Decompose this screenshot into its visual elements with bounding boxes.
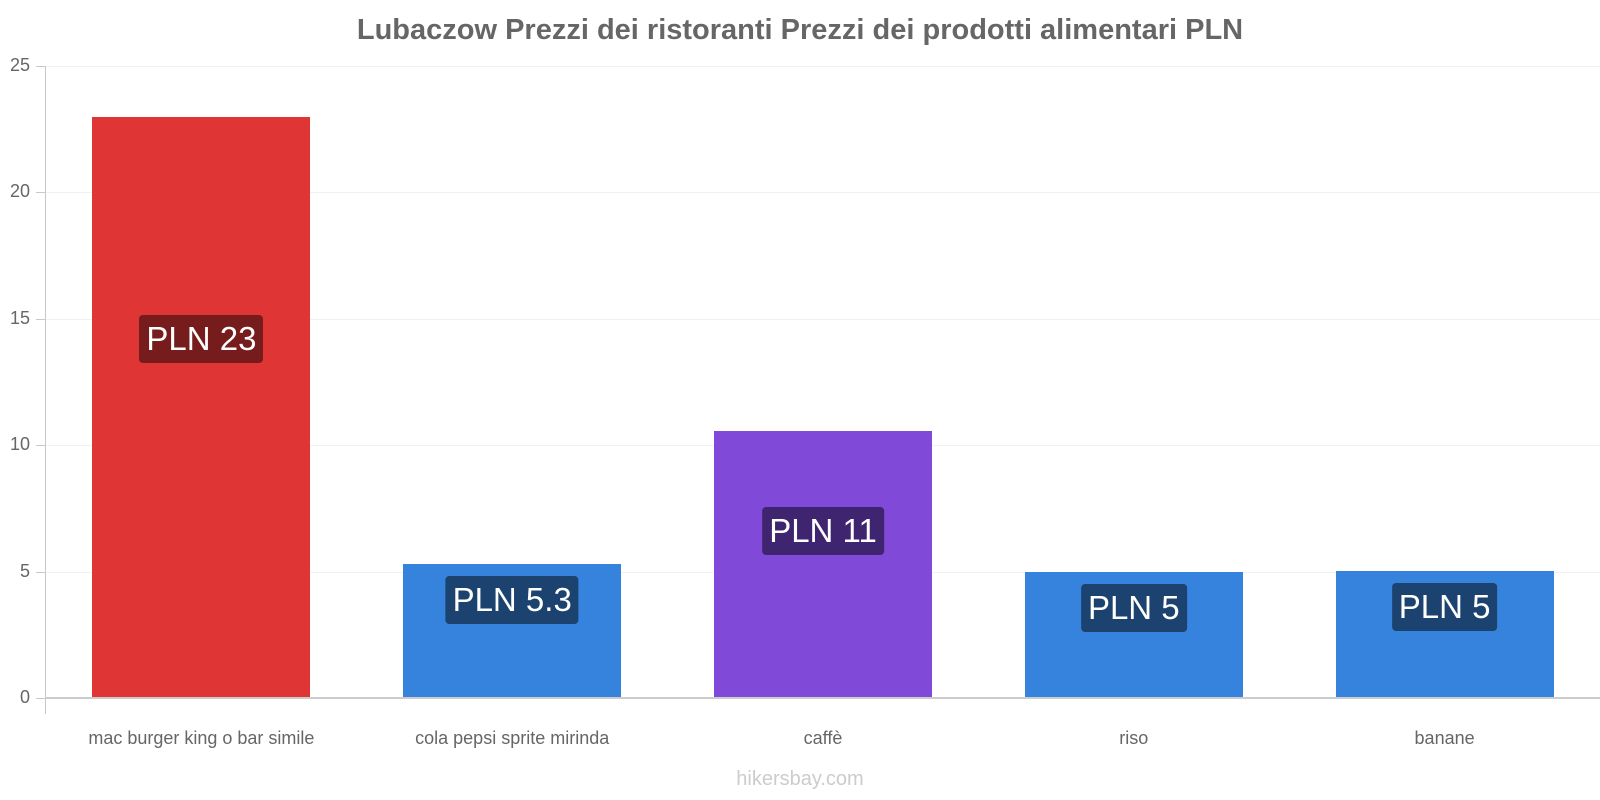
bar-value-label: PLN 5 [1080, 583, 1187, 632]
y-axis-line [45, 66, 46, 714]
bar[interactable]: PLN 11 [714, 431, 932, 698]
watermark: hikersbay.com [736, 768, 864, 790]
bar-value-label: PLN 5 [1391, 582, 1498, 631]
gridline [46, 192, 1600, 194]
y-tick-label: 20 [9, 181, 30, 202]
y-tick-mark [36, 66, 45, 67]
bar-value-label: PLN 11 [762, 507, 884, 556]
y-tick-label: 25 [9, 55, 30, 75]
plot-area: PLN 23 PLN 5.3 PLN 11 PLN 5 PLN 5 [46, 66, 1600, 698]
bar[interactable]: PLN 5 [1024, 571, 1243, 698]
bar-value-label: PLN 5.3 [445, 576, 579, 625]
x-tick-label: mac burger king o bar simile [88, 728, 315, 748]
y-tick-mark [36, 318, 45, 320]
chart-title: Lubaczow Prezzi dei ristoranti Prezzi de… [356, 14, 1244, 46]
y-tick-mark [36, 445, 45, 447]
x-tick-label: caffè [803, 728, 843, 748]
y-tick-label: 15 [9, 307, 30, 328]
x-tick-label: riso [1119, 728, 1149, 748]
x-tick-label: banane [1414, 728, 1475, 748]
x-axis-line [46, 697, 1600, 699]
bar-value-label: PLN 23 [139, 315, 264, 364]
y-tick-mark [36, 571, 45, 573]
bar[interactable]: PLN 5 [1335, 570, 1554, 698]
x-tick-label: cola pepsi sprite mirinda [415, 728, 610, 748]
bar[interactable]: PLN 23 [92, 116, 311, 698]
y-tick-label: 5 [19, 560, 30, 581]
bar[interactable]: PLN 5.3 [403, 564, 622, 698]
y-tick-mark [36, 698, 45, 699]
y-tick-mark [36, 192, 45, 194]
y-tick-label: 0 [19, 687, 30, 707]
gridline [46, 318, 1600, 320]
gridline [46, 66, 1600, 67]
y-tick-label: 10 [9, 434, 30, 455]
